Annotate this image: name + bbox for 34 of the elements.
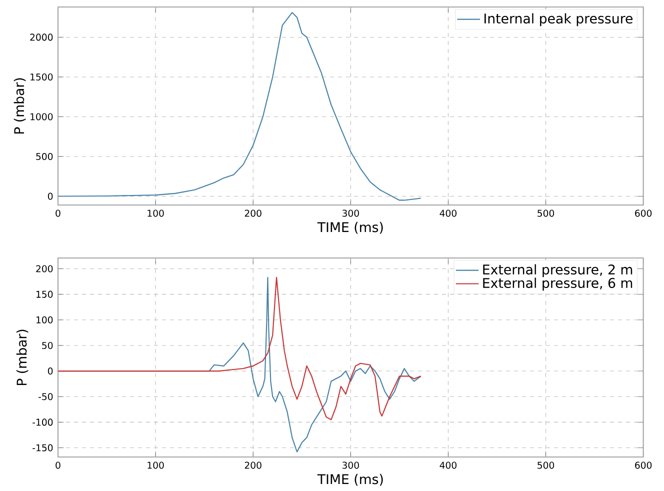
legend-label: External pressure, 2 m xyxy=(483,264,632,278)
x-tick-label: 400 xyxy=(440,462,456,469)
y-tick-label: -150 xyxy=(32,444,53,452)
y-tick-label: -50 xyxy=(38,393,53,400)
y-tick-label: 50 xyxy=(42,342,53,349)
x-tick-label: 300 xyxy=(342,210,359,217)
y-axis-title: P (mbar) xyxy=(14,78,26,134)
y-tick-label: 100 xyxy=(36,316,53,324)
x-tick-label: 300 xyxy=(342,462,359,469)
legend-label: Internal peak pressure xyxy=(484,13,633,26)
y-tick-label: 0 xyxy=(48,368,53,375)
y-tick-label: 1000 xyxy=(30,113,53,120)
x-tick-label: 0 xyxy=(56,462,60,469)
x-tick-label: 200 xyxy=(244,462,262,469)
x-tick-label: 600 xyxy=(635,462,652,469)
x-tick-label: 0 xyxy=(56,210,60,217)
y-tick-label: 2000 xyxy=(30,34,53,41)
legend-label: External pressure, 6 m xyxy=(483,278,632,291)
y-tick-label: 1500 xyxy=(30,73,53,80)
x-tick-label: 400 xyxy=(440,210,456,217)
x-tick-label: 100 xyxy=(148,462,164,469)
x-tick-label: 100 xyxy=(148,210,164,217)
x-tick-label: 600 xyxy=(635,210,652,217)
x-axis-title: TIME (ms) xyxy=(317,222,383,234)
y-tick-label: -100 xyxy=(32,418,53,426)
y-tick-label: 200 xyxy=(36,265,53,272)
x-tick-label: 500 xyxy=(538,210,554,217)
x-tick-label: 200 xyxy=(244,210,262,217)
y-axis-title: P (mbar) xyxy=(16,330,28,386)
y-tick-label: 150 xyxy=(36,290,53,298)
y-tick-label: 0 xyxy=(48,192,53,200)
x-axis-title: TIME (ms) xyxy=(317,474,383,486)
y-tick-label: 500 xyxy=(36,152,53,160)
x-tick-label: 500 xyxy=(538,462,554,469)
